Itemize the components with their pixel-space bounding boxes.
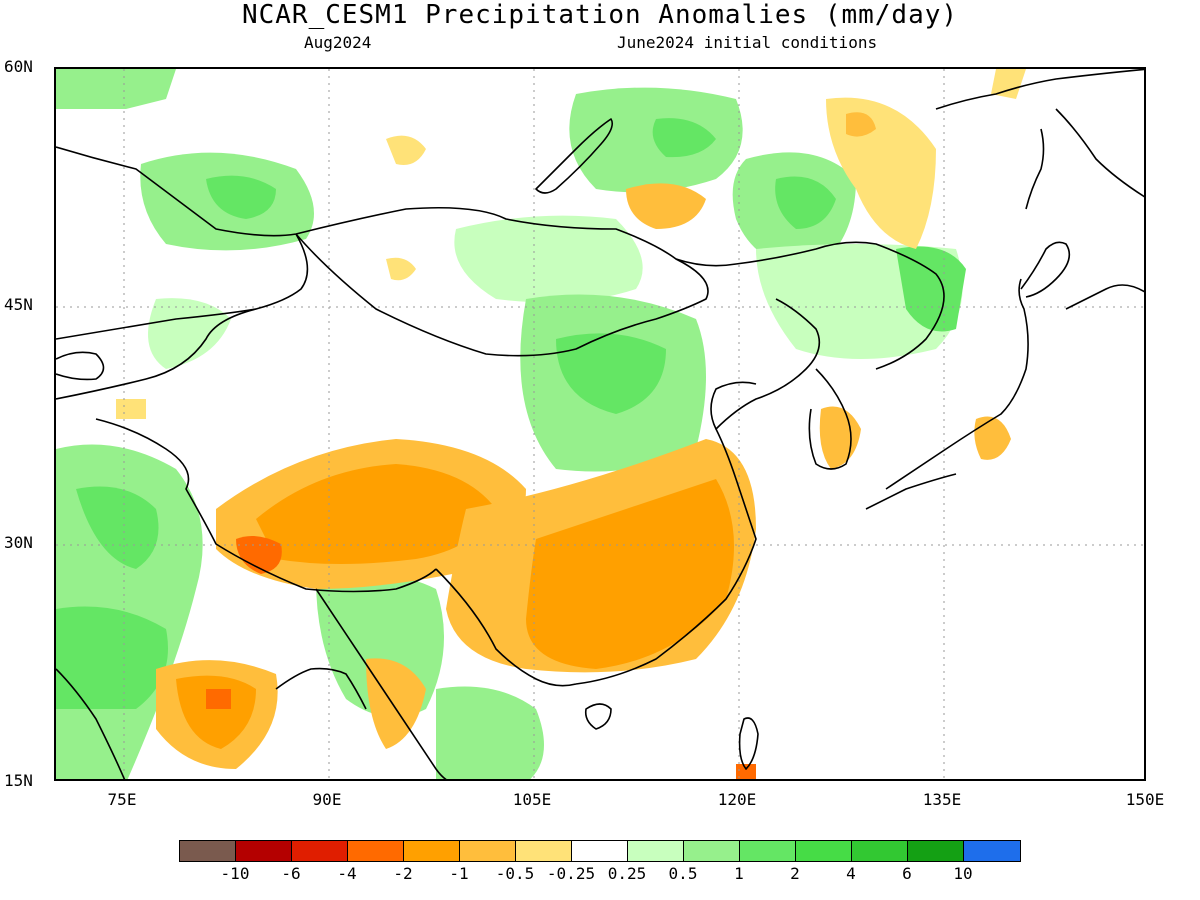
mongolia-border [295, 233, 709, 357]
lon-label-120e: 120E [717, 790, 757, 809]
colorbar-swatch-9 [684, 841, 740, 861]
kazakh-border [56, 233, 309, 340]
north-pacific-dry [991, 69, 1026, 99]
map-panel [54, 67, 1146, 781]
india-west-wet [56, 606, 168, 709]
mongolia-wet [454, 215, 643, 303]
taiwan-dry [736, 764, 756, 779]
okhotsk-coast [935, 69, 1144, 110]
colorbar-label: -10 [220, 864, 250, 883]
colorbar-label: -0.5 [495, 864, 535, 883]
japan-honshu [885, 278, 1029, 490]
colorbar-label: -4 [337, 864, 357, 883]
colorbar-label: 1 [734, 864, 744, 883]
lat-label-45n: 45N [4, 295, 33, 314]
bohai-coast [710, 381, 757, 430]
china-east-coast [575, 298, 821, 685]
baikal-wet-core [652, 118, 716, 158]
colorbar-label: -0.25 [546, 864, 596, 883]
colorbar-label: 0.5 [668, 864, 698, 883]
burma-border [315, 588, 447, 779]
russia-china-border [56, 146, 945, 370]
colorbar-swatch-8 [628, 841, 684, 861]
northeast-china-wet-core [775, 176, 836, 229]
taiwan-island [738, 717, 759, 770]
kamchatka-coast [1055, 108, 1144, 198]
sakhalin-coast [1025, 128, 1045, 210]
altai-dry [386, 257, 416, 281]
colorbar-swatch-1 [236, 841, 292, 861]
lon-label-150e: 150E [1125, 790, 1165, 809]
initial-conditions: June2024 initial conditions [617, 33, 878, 52]
lat-label-60n: 60N [4, 57, 33, 76]
colorbar-label: 10 [953, 864, 973, 883]
myanmar-dry [366, 658, 426, 749]
colorbar-label: 4 [846, 864, 856, 883]
kuril-islands [1065, 284, 1144, 310]
colorbar-label: -1 [449, 864, 469, 883]
tibet-dry-peak [236, 535, 282, 574]
indochina-wet [436, 686, 544, 779]
okhotsk-dry-core [846, 112, 876, 137]
lon-label-75e: 75E [107, 790, 137, 809]
korea-coast [808, 368, 852, 470]
colorbar-swatch-0 [180, 841, 236, 861]
lon-label-135e: 135E [922, 790, 962, 809]
colorbar-swatch-14 [964, 841, 1020, 861]
baikal-lake [535, 118, 614, 194]
hokkaido [1020, 241, 1071, 298]
kazakh-wet-core [206, 175, 276, 219]
chart-title: NCAR_CESM1 Precipitation Anomalies (mm/d… [241, 0, 959, 30]
caspian-edge [56, 351, 105, 381]
japan-dry [974, 416, 1011, 460]
colorbar-swatch-4 [404, 841, 460, 861]
colorbar [179, 840, 1021, 862]
hainan-island [584, 703, 612, 730]
tibet-dry-core [256, 464, 496, 564]
lat-label-15n: 15N [4, 771, 33, 790]
colorbar-swatch-10 [740, 841, 796, 861]
bengal-coast [275, 667, 367, 710]
india-east-dry-core [176, 675, 256, 749]
west-siberia-wet [56, 69, 176, 109]
colorbar-label: -6 [281, 864, 301, 883]
india-coast [56, 668, 126, 779]
korea-dry [819, 406, 861, 469]
north-china-wet-core [556, 333, 666, 414]
lat-label-30n: 30N [4, 533, 33, 552]
colorbar-label: 6 [902, 864, 912, 883]
mongolia-dry [626, 183, 706, 229]
kyrgyz-dry [116, 399, 146, 419]
colorbar-swatch-6 [516, 841, 572, 861]
colorbar-label: -2 [393, 864, 413, 883]
lon-label-90e: 90E [312, 790, 342, 809]
colorbar-swatch-13 [908, 841, 964, 861]
colorbar-swatch-5 [460, 841, 516, 861]
central-asia-border [56, 308, 257, 400]
colorbar-swatch-2 [292, 841, 348, 861]
amur-wet [896, 246, 966, 332]
colorbar-swatch-3 [348, 841, 404, 861]
tibet-border [95, 418, 437, 593]
colorbar-swatch-12 [852, 841, 908, 861]
south-china-dry-core [526, 479, 734, 669]
forecast-month: Aug2024 [304, 33, 372, 52]
colorbar-swatch-11 [796, 841, 852, 861]
colorbar-swatch-7 [572, 841, 628, 861]
japan-south [865, 473, 957, 510]
india-wet-core [76, 486, 159, 569]
colorbar-label: 2 [790, 864, 800, 883]
precipitation-map [56, 69, 1144, 779]
india-east-dry-peak [206, 689, 231, 709]
indochina-border [435, 568, 577, 687]
kazakh-dry [386, 135, 426, 165]
lon-label-105e: 105E [512, 790, 552, 809]
colorbar-label: 0.25 [607, 864, 647, 883]
